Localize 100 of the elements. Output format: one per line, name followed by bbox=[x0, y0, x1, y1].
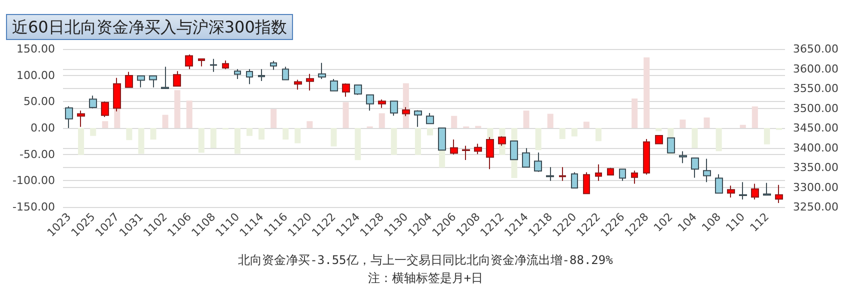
candlestick bbox=[210, 58, 217, 72]
y-tick-label: -150.00 bbox=[12, 200, 55, 214]
y2-tick-label: 3300.00 bbox=[793, 180, 838, 194]
bar bbox=[535, 128, 542, 150]
bar bbox=[451, 116, 458, 128]
bar bbox=[78, 128, 84, 155]
bar bbox=[571, 128, 578, 136]
bar bbox=[174, 90, 180, 128]
candlestick bbox=[703, 158, 711, 183]
candlestick bbox=[354, 84, 362, 96]
candlestick bbox=[775, 184, 783, 204]
bar bbox=[294, 128, 301, 144]
candlestick bbox=[522, 148, 530, 168]
bar bbox=[114, 108, 120, 128]
y-tick-label: 150.00 bbox=[16, 42, 55, 56]
candlestick bbox=[390, 100, 398, 116]
bar bbox=[414, 128, 421, 155]
candlestick bbox=[462, 145, 470, 160]
bar bbox=[752, 106, 758, 128]
bar bbox=[330, 128, 337, 146]
bar bbox=[523, 110, 530, 128]
candlestick bbox=[727, 185, 735, 198]
candlestick bbox=[318, 62, 326, 80]
y2-tick-label: 3500.00 bbox=[793, 102, 838, 115]
bar bbox=[547, 114, 554, 128]
y2-tick-label: 3550.00 bbox=[793, 82, 838, 95]
candlestick bbox=[222, 60, 229, 70]
candlestick bbox=[450, 138, 458, 155]
candlestick bbox=[595, 164, 602, 182]
candlestick bbox=[571, 172, 578, 189]
candlestick bbox=[426, 112, 434, 124]
bar bbox=[704, 117, 710, 128]
candlestick bbox=[342, 82, 350, 98]
candlestick bbox=[691, 158, 699, 178]
y-tick-label: 0.00 bbox=[30, 122, 55, 134]
candlestick bbox=[559, 166, 566, 182]
candlestick bbox=[715, 174, 723, 194]
x-tick-label: 102 bbox=[651, 210, 676, 234]
bar bbox=[102, 121, 108, 128]
y-tick-label: 50.00 bbox=[24, 95, 55, 108]
y2-tick-label: 3650.00 bbox=[793, 42, 838, 56]
bar bbox=[90, 128, 96, 136]
x-tick-label: 110 bbox=[723, 210, 748, 234]
bar bbox=[632, 98, 638, 128]
candlestick bbox=[679, 150, 687, 164]
bar bbox=[559, 128, 566, 140]
bar bbox=[138, 128, 144, 154]
candlestick bbox=[270, 60, 277, 70]
bar bbox=[210, 128, 216, 148]
bar bbox=[427, 128, 434, 136]
y2-tick-label: 3250.00 bbox=[793, 200, 838, 214]
bar bbox=[716, 128, 722, 152]
candlestick bbox=[198, 58, 205, 67]
bar bbox=[656, 128, 662, 132]
candlestick bbox=[282, 66, 289, 80]
y2-tick-label: 3450.00 bbox=[793, 122, 838, 134]
candlestick bbox=[739, 182, 747, 200]
candlestick bbox=[173, 70, 181, 87]
x-tick-label: 108 bbox=[699, 210, 724, 234]
candlestick bbox=[137, 75, 145, 88]
bar bbox=[378, 113, 385, 128]
bar bbox=[680, 120, 686, 128]
y2-tick-label: 3600.00 bbox=[793, 62, 838, 76]
bar bbox=[162, 114, 168, 128]
candlestick bbox=[77, 110, 85, 128]
candlestick bbox=[246, 68, 253, 85]
bar bbox=[764, 128, 770, 144]
bar bbox=[234, 128, 240, 154]
candlestick bbox=[101, 101, 109, 118]
bar bbox=[595, 128, 602, 142]
x-tick-label: 112 bbox=[748, 210, 772, 234]
candlestick bbox=[149, 75, 157, 88]
y2-tick-label: 3400.00 bbox=[793, 141, 838, 154]
candlestick bbox=[751, 183, 759, 200]
text: 北向资金净买-3.55亿，与上一交易日同比北向资金净流出增-88.29% bbox=[238, 253, 614, 267]
bar bbox=[258, 128, 265, 140]
candlestick bbox=[583, 172, 590, 194]
candlestick bbox=[330, 78, 338, 92]
y-tick-label: 100.00 bbox=[16, 68, 55, 82]
bar bbox=[354, 128, 361, 160]
bar bbox=[186, 100, 192, 128]
x-tick-label: 104 bbox=[675, 210, 700, 234]
bar bbox=[198, 128, 204, 153]
candlestick bbox=[366, 94, 374, 112]
candlestick bbox=[185, 54, 193, 70]
bar bbox=[270, 109, 277, 128]
candlestick bbox=[546, 166, 554, 182]
bar bbox=[150, 128, 156, 140]
candlestick bbox=[89, 95, 97, 109]
bar bbox=[644, 57, 650, 128]
bar bbox=[487, 128, 494, 139]
bar bbox=[390, 128, 397, 155]
bar bbox=[342, 102, 349, 128]
candlestick bbox=[474, 143, 482, 155]
candlestick bbox=[161, 66, 169, 89]
y-tick-label: -50.00 bbox=[20, 148, 55, 161]
candlestick bbox=[125, 71, 133, 88]
y-tick-label: -100.00 bbox=[12, 174, 55, 188]
bar bbox=[282, 128, 289, 140]
bar bbox=[583, 122, 590, 128]
